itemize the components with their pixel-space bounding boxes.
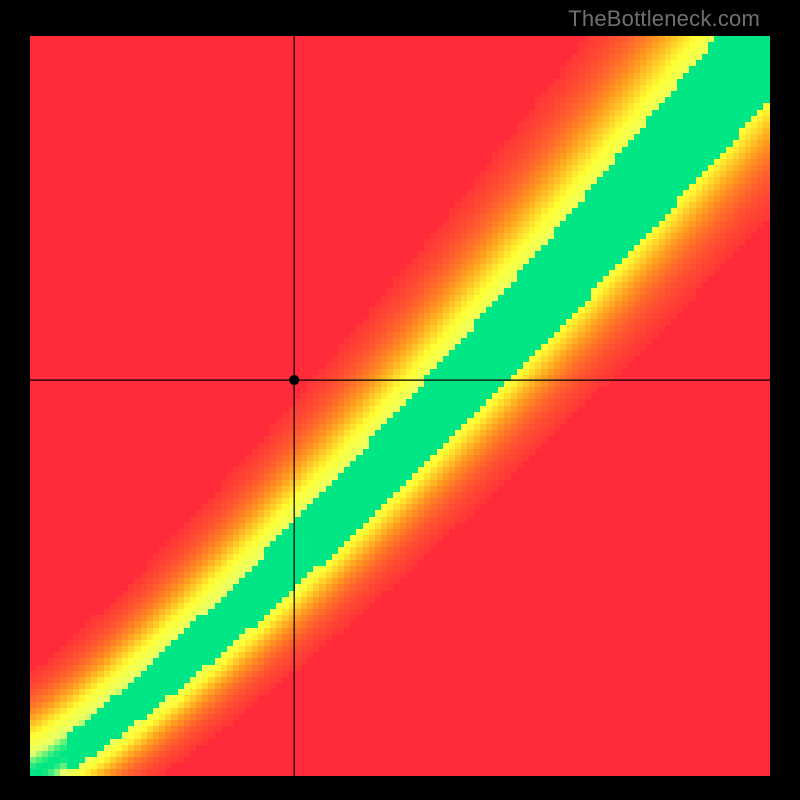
chart-container: TheBottleneck.com xyxy=(0,0,800,800)
heatmap-plot xyxy=(30,36,770,776)
watermark-text: TheBottleneck.com xyxy=(568,6,760,32)
heatmap-canvas xyxy=(30,36,770,776)
